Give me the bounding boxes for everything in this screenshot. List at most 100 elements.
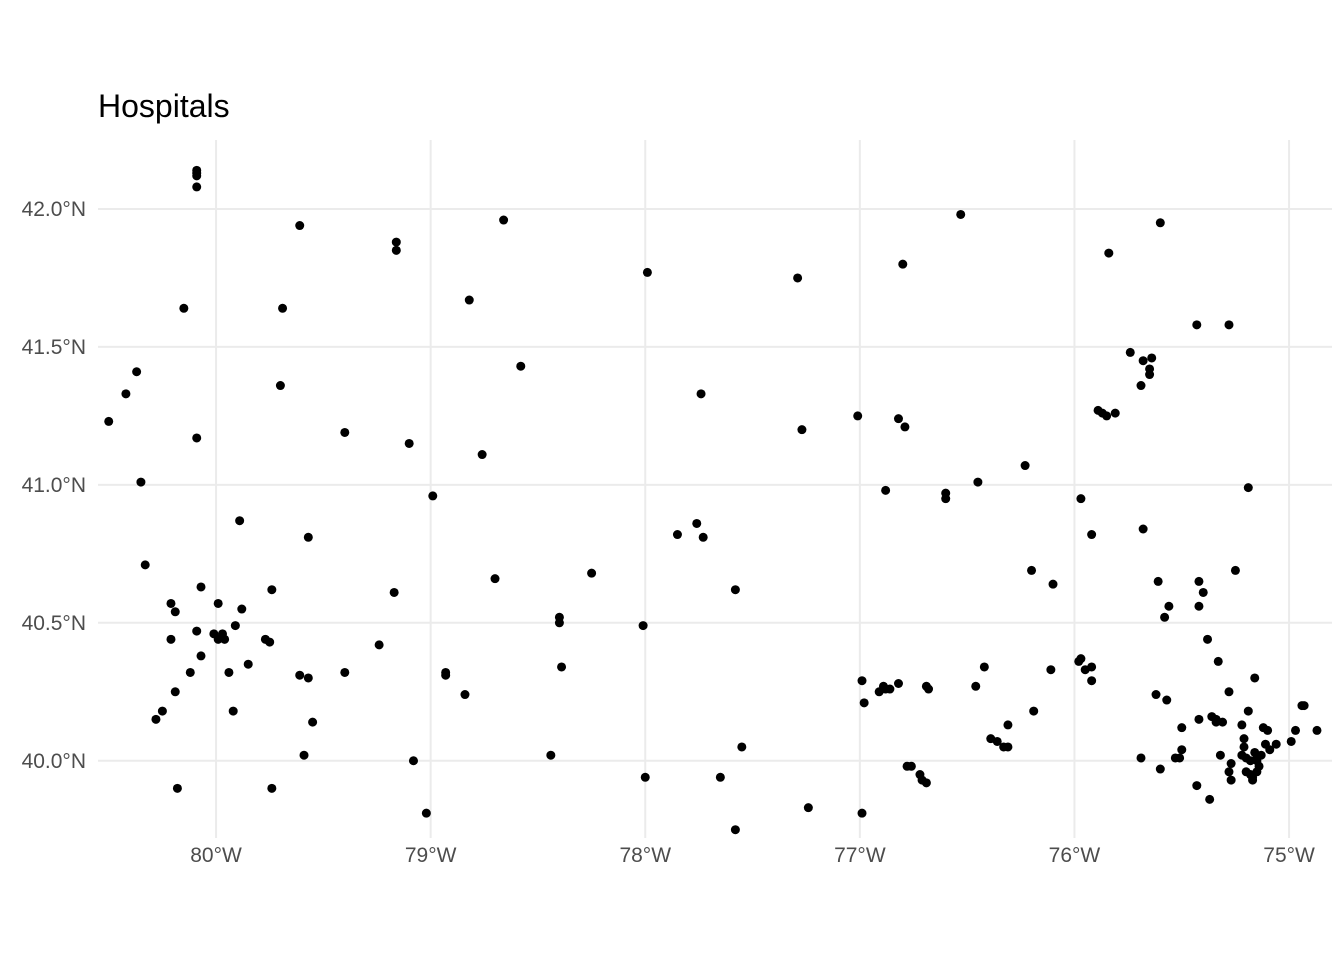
hospital-point [1299, 701, 1309, 711]
hospital-point [1224, 767, 1234, 777]
hospital-point [391, 237, 401, 247]
hospital-point [546, 750, 556, 760]
hospital-point [303, 673, 313, 683]
hospital-point [971, 681, 981, 691]
hospital-point [460, 690, 470, 700]
hospital-point [1263, 725, 1273, 735]
hospital-point [1138, 524, 1148, 534]
hospital-point [1136, 381, 1146, 391]
hospital-point [1194, 714, 1204, 724]
hospital-point [1256, 750, 1266, 760]
hospital-point [299, 750, 309, 760]
hospital-point [172, 783, 182, 793]
hospital-point [979, 662, 989, 672]
hospital-point [1153, 576, 1163, 586]
hospital-point [1145, 370, 1155, 380]
gridlines [98, 140, 1332, 838]
hospital-point [1138, 356, 1148, 366]
hospital-point [404, 438, 414, 448]
hospital-point [340, 667, 350, 677]
y-axis-tick-labels: 40.0°N 40.5°N 41.0°N 41.5°N 42.0°N [22, 198, 86, 773]
hospital-point [170, 607, 180, 617]
hospital-point [192, 182, 202, 192]
hospital-point [587, 568, 597, 578]
hospital-point [1160, 612, 1170, 622]
hospital-point [308, 717, 318, 727]
hospital-point [1224, 687, 1234, 697]
hospital-point [900, 422, 910, 432]
hospital-point [793, 273, 803, 283]
hospital-point [730, 825, 740, 835]
hospital-point [737, 742, 747, 752]
x-axis-tick-labels: 80°W 79°W 78°W 77°W 76°W 75°W [190, 844, 1315, 867]
hospital-point [166, 598, 176, 608]
hospital-point [1151, 690, 1161, 700]
hospital-point [893, 679, 903, 689]
hospital-point [1203, 634, 1213, 644]
hospital-point [267, 783, 277, 793]
hospital-point [441, 670, 451, 680]
hospital-point [132, 367, 142, 377]
y-tick-label: 42.0°N [22, 198, 86, 221]
hospital-point [992, 736, 1002, 746]
hospital-point [267, 585, 277, 595]
hospital-point [1224, 320, 1234, 330]
hospital-point [853, 411, 863, 421]
hospital-point [243, 659, 253, 669]
hospital-point [1003, 742, 1013, 752]
hospital-point [1076, 494, 1086, 504]
hospital-point [1102, 411, 1112, 421]
hospital-point [196, 582, 206, 592]
hospital-point [391, 245, 401, 255]
hospital-point [516, 361, 526, 371]
hospital-point [1239, 734, 1249, 744]
data-points [104, 165, 1322, 835]
hospital-point [1286, 736, 1296, 746]
hospital-point [1027, 565, 1037, 575]
hospital-point [803, 803, 813, 813]
hospital-point [881, 485, 891, 495]
hospital-point [1192, 320, 1202, 330]
hospital-point [973, 477, 983, 487]
hospital-point [1291, 725, 1301, 735]
hospital-point [924, 684, 934, 694]
x-tick-label: 77°W [834, 844, 886, 867]
hospital-point [477, 450, 487, 460]
hospital-point [490, 574, 500, 584]
hospital-point [692, 518, 702, 528]
hospital-point [228, 706, 238, 716]
hospital-point [340, 427, 350, 437]
hospital-point [1198, 587, 1208, 597]
hospital-point [1136, 753, 1146, 763]
hospital-point [1226, 759, 1236, 769]
hospital-point [797, 425, 807, 435]
hospital-point [1254, 761, 1264, 771]
hospital-point [464, 295, 474, 305]
hospital-point [715, 772, 725, 782]
hospital-point [185, 667, 195, 677]
hospital-point [554, 618, 564, 628]
hospital-point [166, 634, 176, 644]
hospital-point [672, 530, 682, 540]
hospital-point [1087, 676, 1097, 686]
hospital-point [1239, 742, 1249, 752]
hospital-point [956, 209, 966, 219]
hospital-point [1087, 530, 1097, 540]
hospital-point [374, 640, 384, 650]
hospital-point [1226, 775, 1236, 785]
hospital-point [1110, 408, 1120, 418]
hospital-point [1029, 706, 1039, 716]
hospital-point [192, 433, 202, 443]
hospital-point [1237, 720, 1247, 730]
hospital-point [1250, 673, 1260, 683]
hospital-point [557, 662, 567, 672]
hospital-point [941, 494, 951, 504]
hospital-point [921, 778, 931, 788]
hospital-point [278, 303, 288, 313]
hospital-point [1048, 579, 1058, 589]
x-tick-label: 78°W [619, 844, 671, 867]
hospital-point [857, 676, 867, 686]
hospital-point [1215, 750, 1225, 760]
hospital-point [230, 621, 240, 631]
hospital-point [1230, 565, 1240, 575]
